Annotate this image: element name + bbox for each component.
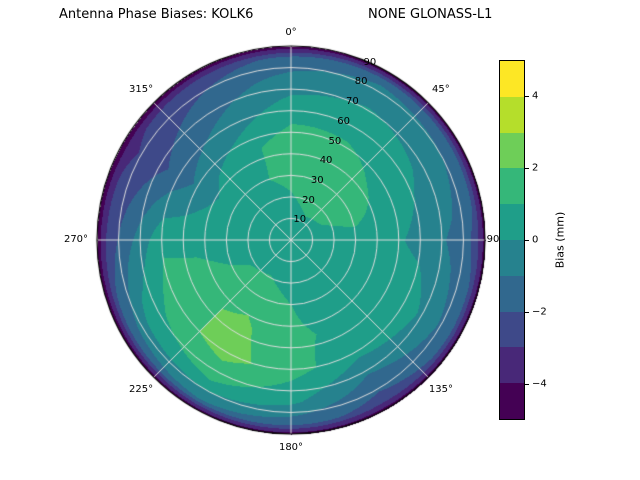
colorbar-band bbox=[500, 96, 524, 133]
r-tick-label: 10 bbox=[293, 214, 307, 226]
colorbar-axis-label: Bias (mm) bbox=[553, 211, 567, 269]
colorbar-band bbox=[500, 383, 524, 419]
colorbar-band bbox=[500, 61, 524, 97]
r-tick-label: 90 bbox=[363, 56, 377, 68]
colorbar-tick-mark bbox=[525, 384, 529, 385]
colorbar-tick-label: −4 bbox=[532, 378, 547, 390]
colorbar bbox=[499, 60, 525, 420]
r-tick-label: 70 bbox=[345, 96, 359, 108]
colorbar-band bbox=[500, 204, 524, 240]
colorbar-band bbox=[500, 132, 524, 169]
colorbar-tick-mark bbox=[525, 240, 529, 241]
colorbar-band bbox=[500, 168, 524, 205]
theta-tick-label: 225° bbox=[129, 383, 154, 395]
colorbar-tick-label: 2 bbox=[532, 162, 539, 174]
r-tick-label: 60 bbox=[337, 115, 350, 127]
colorbar-tick-label: −2 bbox=[532, 306, 547, 318]
colorbar-band bbox=[500, 275, 524, 312]
colorbar-band bbox=[500, 347, 524, 384]
theta-tick-label: 270° bbox=[63, 234, 89, 245]
theta-tick-label: 180° bbox=[278, 442, 304, 453]
theta-tick-label: 45° bbox=[432, 84, 450, 96]
colorbar-tick-label: 0 bbox=[532, 234, 539, 246]
r-tick-label: 30 bbox=[310, 174, 324, 186]
colorbar-band bbox=[500, 239, 524, 276]
theta-tick-label: 315° bbox=[129, 84, 154, 96]
colorbar-tick-mark bbox=[525, 168, 529, 169]
theta-tick-label: 90 bbox=[486, 234, 500, 245]
r-tick-label: 40 bbox=[319, 155, 333, 167]
colorbar-tick-mark bbox=[525, 312, 529, 313]
colorbar-tick-label: 4 bbox=[532, 90, 539, 102]
colorbar-band bbox=[500, 311, 524, 348]
colorbar-tick-mark bbox=[525, 96, 529, 97]
theta-tick-label: 135° bbox=[428, 383, 453, 395]
r-tick-label: 20 bbox=[302, 194, 315, 206]
colorbar-gradient bbox=[500, 61, 524, 419]
r-tick-label: 50 bbox=[328, 135, 342, 147]
theta-tick-label: 0° bbox=[285, 27, 297, 38]
r-tick-label: 80 bbox=[354, 76, 368, 88]
